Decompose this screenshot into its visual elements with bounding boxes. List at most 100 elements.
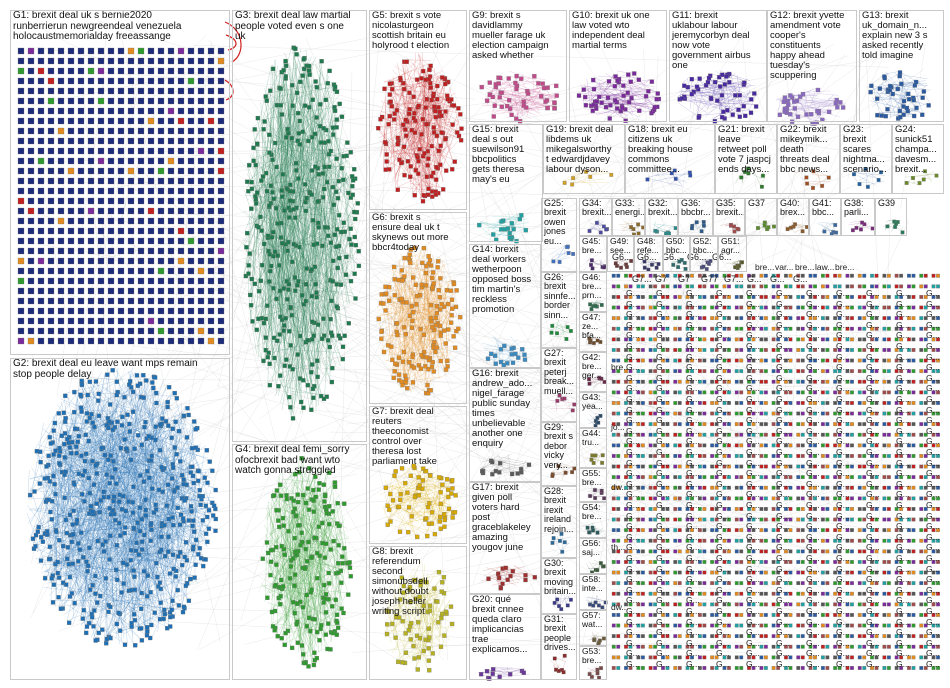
edge (114, 457, 133, 528)
edge (87, 530, 128, 547)
edge (58, 419, 99, 607)
edge (123, 603, 177, 635)
edge (49, 498, 96, 638)
edge (693, 452, 895, 561)
edge (225, 255, 814, 477)
edge (167, 213, 784, 237)
edge (133, 76, 705, 422)
edge (670, 412, 724, 646)
edge (67, 572, 166, 627)
edge (99, 56, 890, 191)
edge (193, 45, 889, 68)
edge (57, 511, 88, 578)
edge (61, 553, 183, 581)
edge (122, 468, 211, 484)
edge (357, 204, 396, 296)
edge (364, 237, 851, 611)
edge (53, 456, 88, 622)
edge (314, 410, 547, 434)
edge (28, 445, 168, 494)
edge (149, 44, 887, 579)
edge (647, 195, 817, 303)
edge (530, 68, 925, 333)
edge (85, 392, 184, 559)
edge (125, 448, 177, 616)
edge (178, 504, 202, 513)
edge (197, 451, 280, 650)
edge (806, 220, 909, 445)
edge (244, 483, 862, 645)
edge (540, 138, 836, 442)
edge (132, 503, 146, 634)
edge (591, 219, 715, 512)
edge (52, 425, 196, 551)
edge (69, 419, 174, 624)
edge (362, 27, 381, 226)
edge (194, 468, 197, 578)
edge (63, 430, 77, 560)
edge (118, 428, 163, 467)
edge (105, 82, 414, 629)
edge (54, 503, 193, 530)
edge (288, 283, 724, 460)
edge (451, 351, 686, 546)
edge (354, 368, 392, 520)
edge (209, 243, 349, 437)
edge (76, 421, 107, 453)
edge (92, 589, 138, 609)
edge (139, 149, 424, 153)
edge (327, 103, 707, 485)
edge (478, 460, 814, 584)
edge (80, 473, 152, 523)
edge (67, 494, 198, 547)
edge (352, 628, 696, 653)
edge (61, 292, 567, 430)
edge (167, 621, 757, 654)
edge (385, 141, 561, 171)
edge (58, 390, 155, 595)
edge (598, 121, 868, 669)
edge (462, 306, 724, 507)
edge (33, 23, 403, 225)
edge (477, 107, 611, 383)
edge (31, 354, 44, 385)
edge (97, 494, 122, 584)
edge (42, 528, 130, 589)
edge (169, 54, 459, 265)
edge (327, 247, 559, 275)
edge (514, 101, 556, 177)
edge (111, 379, 116, 407)
edge (107, 367, 124, 526)
edge (80, 481, 103, 617)
edge (154, 423, 179, 523)
edge (30, 487, 54, 563)
edge (63, 108, 682, 604)
edge (108, 445, 207, 513)
edge (216, 385, 809, 549)
edge (648, 174, 698, 339)
edge (540, 431, 629, 490)
edge (184, 86, 625, 140)
edge (128, 379, 211, 524)
edge (137, 499, 185, 541)
edge (74, 432, 122, 522)
edge (599, 113, 927, 164)
edge (42, 519, 851, 557)
edge (48, 166, 444, 661)
edge (88, 131, 753, 493)
edge (89, 392, 175, 397)
edge (94, 567, 146, 626)
edge (60, 499, 202, 607)
edge (79, 437, 154, 577)
edge (634, 84, 697, 547)
edge (237, 563, 400, 661)
edge (44, 464, 123, 620)
edge (446, 441, 913, 562)
edge (157, 524, 191, 551)
edge (146, 434, 160, 462)
edge (245, 367, 682, 376)
edge (153, 405, 442, 620)
edge (65, 448, 126, 544)
edge (168, 41, 212, 352)
